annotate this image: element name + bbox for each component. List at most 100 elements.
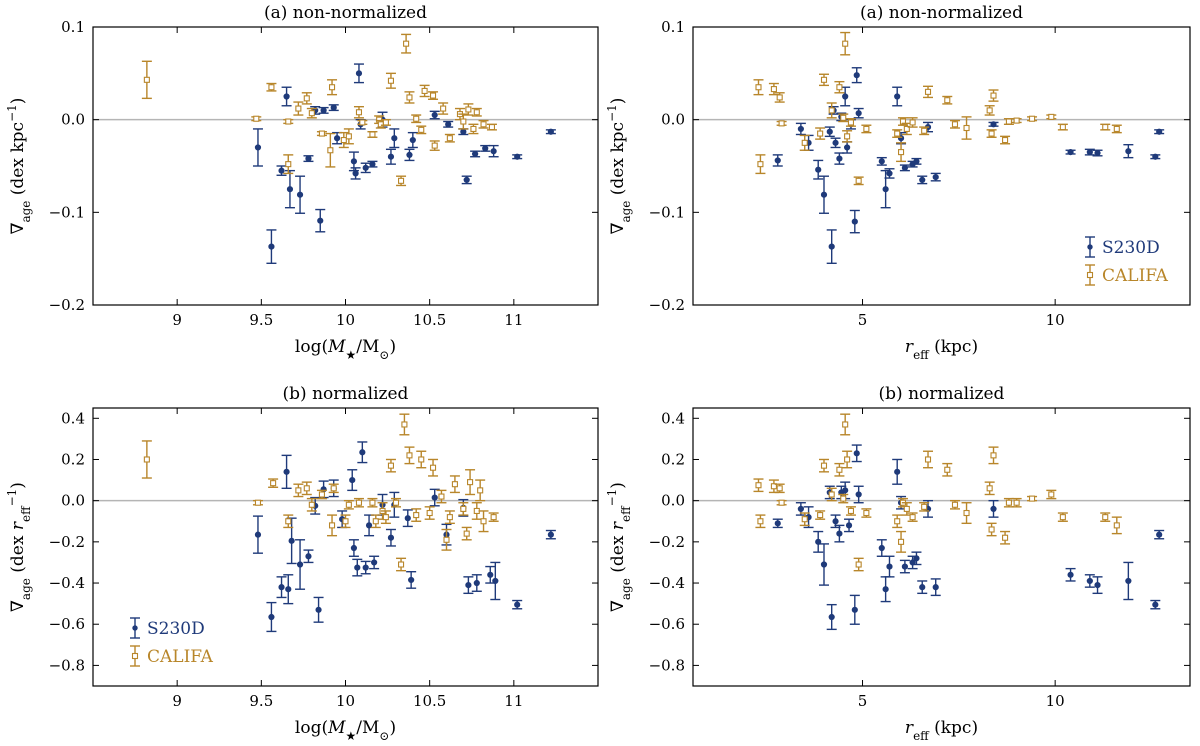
legend-entry-califa: CALIFA (130, 645, 214, 667)
y-tick-label: 0.4 (661, 409, 685, 427)
califa-point (963, 509, 970, 517)
califa-point (460, 118, 467, 125)
califa-point (438, 493, 445, 500)
s230d-point (355, 70, 363, 77)
s230d-point (288, 537, 295, 544)
s230d-point (842, 487, 849, 494)
califa-point (776, 485, 783, 492)
s230d-point (362, 164, 369, 171)
califa-point (1102, 124, 1109, 131)
s230d-point (333, 135, 341, 142)
califa-point (253, 115, 260, 122)
califa-point (836, 466, 843, 473)
califa-point (285, 518, 292, 525)
califa-point (1002, 137, 1009, 144)
califa-point (429, 464, 437, 471)
califa-point (421, 87, 428, 94)
s230d-point (901, 563, 908, 570)
y-tick-label: −0.6 (649, 615, 685, 633)
califa-point (1013, 499, 1020, 506)
califa-point (1059, 124, 1066, 131)
califa-point (460, 505, 467, 512)
y-tick-label: 0.1 (661, 18, 685, 36)
califa-point (1002, 534, 1009, 541)
y-tick-label: −0.8 (649, 656, 685, 674)
califa-point (418, 456, 425, 463)
califa-point (143, 456, 150, 463)
califa-point (340, 137, 347, 144)
califa-point (855, 177, 862, 184)
califa-point (303, 485, 310, 492)
s230d-point (473, 579, 480, 587)
s230d-point (894, 468, 901, 475)
s230d-point (832, 139, 839, 146)
s230d-point (354, 564, 361, 571)
califa-point (467, 479, 474, 486)
califa-point (842, 421, 849, 428)
x-tick-label: 10.5 (413, 311, 446, 329)
s230d-point (350, 158, 358, 165)
califa-point (406, 452, 413, 459)
s230d-point (460, 128, 467, 135)
x-tick-label: 9.5 (249, 692, 273, 710)
s230d-point (330, 104, 337, 111)
s230d-point (832, 518, 839, 525)
s230d-point (845, 522, 853, 529)
s230d-point (836, 155, 843, 162)
califa-point (382, 119, 389, 126)
califa-point (840, 495, 847, 502)
califa-point (413, 512, 420, 519)
califa-point (327, 147, 334, 154)
califa-point (426, 509, 433, 517)
s230d-point (913, 158, 920, 165)
califa-point (840, 114, 847, 121)
legend: S230D CALIFA (130, 617, 214, 667)
califa-point (776, 94, 783, 101)
califa-point (143, 76, 150, 83)
s230d-point (305, 553, 312, 560)
s230d-point (851, 606, 858, 613)
y-tick-label: −0.6 (49, 615, 85, 633)
califa-point (490, 514, 497, 521)
s230d-point (1086, 149, 1093, 156)
califa-point (1113, 125, 1120, 132)
s230d-point (305, 155, 312, 162)
s230d-point (1156, 128, 1163, 135)
s230d-point (359, 449, 366, 456)
s230d-point (406, 151, 413, 158)
califa-point (254, 499, 262, 506)
x-axis-label: reff (kpc) (905, 337, 978, 362)
califa-point (844, 133, 851, 140)
s230d-point (296, 191, 304, 198)
s230d-point (990, 121, 997, 128)
califa-point (268, 84, 275, 91)
califa-point (318, 491, 325, 498)
califa-point (295, 105, 302, 112)
s230d-point (797, 125, 804, 133)
axes-frame (92, 407, 599, 687)
s230d-point (820, 191, 828, 198)
califa-point (863, 125, 870, 132)
califa-point (817, 130, 824, 137)
s230d-point (855, 491, 862, 498)
s230d-point (391, 135, 398, 142)
s230d-point (445, 121, 452, 128)
s230d-point (855, 110, 862, 117)
califa-point (401, 421, 408, 428)
califa-point (921, 503, 928, 510)
s230d-point (490, 148, 497, 155)
califa-point (418, 126, 425, 133)
x-tick-label: 11 (504, 692, 523, 710)
s230d-point (1152, 601, 1159, 608)
califa-point (924, 456, 932, 463)
califa-point (988, 526, 995, 533)
califa-point (328, 522, 336, 529)
panel-title: (b) normalized (879, 384, 1005, 404)
legend-label-califa: CALIFA (1102, 266, 1169, 286)
x-tick-label: 5 (858, 692, 868, 710)
califa-point (355, 109, 363, 116)
califa-point (1005, 499, 1012, 506)
califa-point (778, 499, 785, 506)
s230d-point (268, 243, 275, 250)
